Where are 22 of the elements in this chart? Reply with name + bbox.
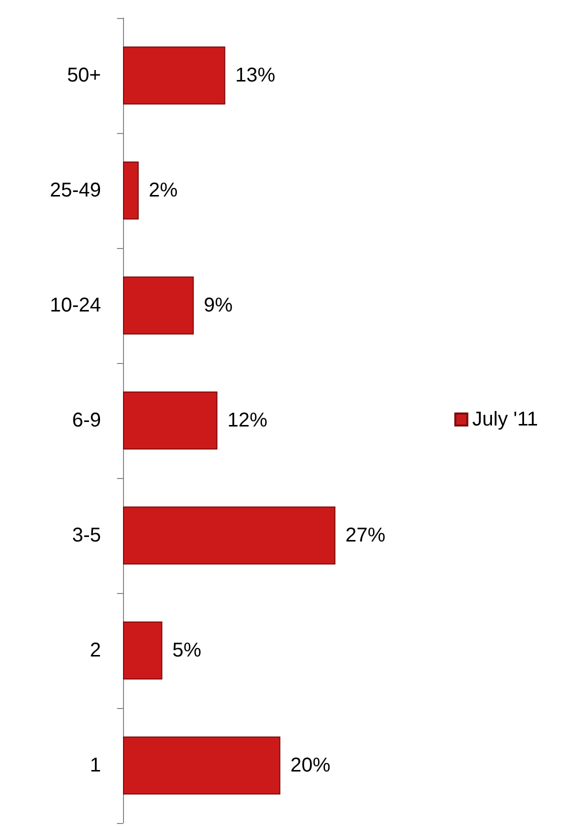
legend-label: July '11 <box>472 408 538 430</box>
y-tick-label: 10-24 <box>50 294 101 316</box>
data-label: 20% <box>290 754 331 776</box>
y-tick-label: 1 <box>90 754 101 776</box>
bar <box>123 736 280 794</box>
data-label: 12% <box>227 410 268 432</box>
y-tick-label: 3-5 <box>72 524 101 546</box>
bar <box>123 276 194 334</box>
bar <box>123 392 218 450</box>
bar <box>123 162 139 220</box>
data-label: 27% <box>345 524 386 546</box>
data-label: 9% <box>204 294 233 316</box>
y-tick-label: 2 <box>90 640 101 662</box>
bar <box>123 506 336 564</box>
bar <box>123 46 226 104</box>
bar <box>123 622 162 680</box>
y-tick-label: 25-49 <box>50 180 101 202</box>
data-label: 13% <box>235 64 276 86</box>
data-label: 2% <box>148 180 178 202</box>
y-tick-label: 6-9 <box>72 410 101 432</box>
data-label: 5% <box>172 640 202 662</box>
y-tick-label: 50+ <box>67 64 101 86</box>
